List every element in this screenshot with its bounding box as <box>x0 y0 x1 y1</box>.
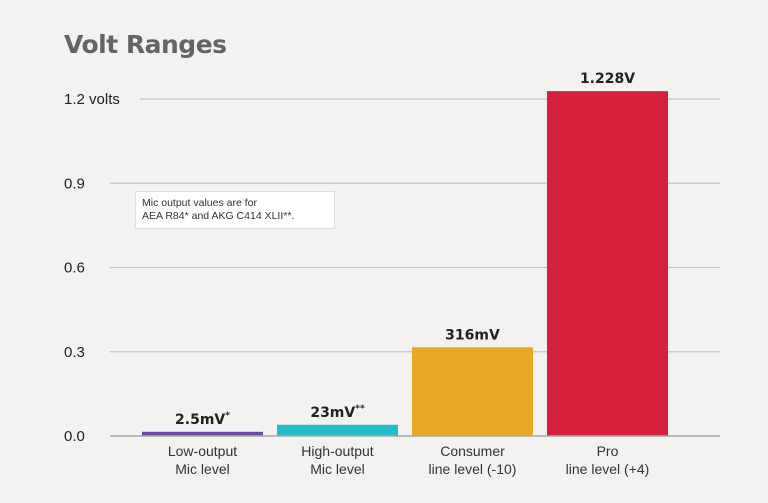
x-category-label: Consumer <box>440 443 505 459</box>
data-label: 23mV** <box>310 404 365 421</box>
annotation-note: Mic output values are for AEA R84* and A… <box>135 191 335 229</box>
y-tick-label: 0.9 <box>64 175 85 192</box>
bar <box>547 91 668 437</box>
data-label-value: 23mV <box>310 405 355 421</box>
bar <box>412 347 533 436</box>
y-tick-label: 1.2 volts <box>64 91 120 108</box>
y-tick-label: 0.0 <box>64 428 85 445</box>
x-category-label: Mic level <box>175 461 229 477</box>
x-category-label: Low-output <box>168 443 237 459</box>
x-category-label: High-output <box>301 443 373 459</box>
data-label: 1.228V <box>580 71 635 87</box>
chart-title: Volt Ranges <box>64 30 227 59</box>
data-label-footnote: ** <box>355 404 365 414</box>
x-category-label: Mic level <box>310 461 364 477</box>
y-tick-label: 0.3 <box>64 344 85 361</box>
data-label-footnote: * <box>225 411 230 421</box>
y-tick-label: 0.6 <box>64 260 85 277</box>
annotation-line: Mic output values are for <box>142 197 257 209</box>
data-label: 2.5mV* <box>175 411 230 428</box>
bar <box>142 431 263 436</box>
annotation-line: AEA R84* and AKG C414 XLII**. <box>142 210 295 222</box>
data-label-value: 2.5mV <box>175 412 225 428</box>
data-label: 316mV <box>445 327 500 343</box>
x-category-label: line level (+4) <box>566 461 650 477</box>
x-category-label: line level (-10) <box>429 461 517 477</box>
x-category-label: Pro <box>597 443 619 459</box>
data-label-value: 1.228V <box>580 71 635 87</box>
bar <box>277 424 398 436</box>
data-label-value: 316mV <box>445 327 500 343</box>
